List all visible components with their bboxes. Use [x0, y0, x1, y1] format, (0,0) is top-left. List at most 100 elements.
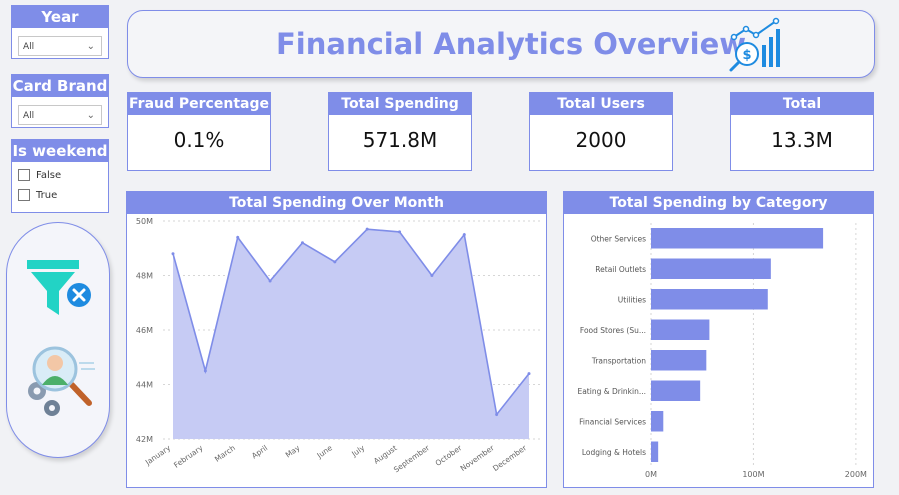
checkbox[interactable] — [18, 189, 30, 201]
x-tick-label: May — [284, 443, 302, 460]
data-point — [333, 260, 337, 264]
category-label: Transportation — [591, 356, 646, 365]
series-line — [172, 228, 530, 417]
weekend-option-label: True — [36, 189, 58, 201]
category-label: Lodging & Hotels — [582, 448, 646, 457]
action-buttons-panel — [6, 222, 110, 458]
user-head — [47, 355, 63, 371]
kpi-card-total-spending: Total Spending 571.8M — [328, 92, 472, 171]
weekend-option-false[interactable]: False — [18, 165, 108, 185]
kpi-card-fraud-percentage: Fraud Percentage 0.1% — [127, 92, 271, 171]
x-tick-label: 0M — [645, 470, 657, 479]
year-slicer: Year All ⌄ — [11, 5, 109, 59]
y-tick-label: 44M — [136, 381, 153, 390]
bar — [651, 350, 707, 371]
kpi-label: Total Users — [530, 93, 672, 115]
checkbox[interactable] — [18, 169, 30, 181]
card-brand-slicer: Card Brand All ⌄ — [11, 74, 109, 128]
category-label: Utilities — [618, 295, 646, 304]
user-search-settings-icon[interactable] — [19, 345, 99, 419]
data-point — [203, 369, 207, 373]
clear-filter-icon[interactable] — [25, 257, 97, 317]
x-tick-label: August — [372, 443, 399, 465]
data-point — [430, 274, 434, 277]
user-body — [42, 376, 68, 385]
weekend-option-true[interactable]: True — [18, 185, 108, 205]
x-tick-label: 200M — [845, 470, 867, 479]
bar — [651, 380, 701, 401]
category-label: Food Stores (Su... — [580, 326, 646, 335]
x-tick-label: 100M — [742, 470, 764, 479]
kpi-card-total-users: Total Users 2000 — [529, 92, 673, 171]
bar-chart-svg: 0M 100M 200M Other Services Retail Outlets Ut… — [577, 223, 867, 479]
x-tick-label: March — [213, 443, 237, 464]
funnel-top — [27, 260, 79, 269]
y-tick-label: 46M — [136, 326, 153, 335]
x-tick-label: September — [392, 443, 432, 475]
funnel-body — [31, 272, 75, 315]
chart-title: Total Spending Over Month — [127, 192, 546, 214]
kpi-label: Total Transactions — [731, 93, 873, 134]
x-tick-label: June — [315, 443, 335, 461]
bar — [651, 258, 771, 279]
card-brand-dropdown-value: All — [23, 111, 35, 121]
trend-dot — [730, 33, 738, 41]
x-tick-label: December — [491, 443, 529, 473]
category-label: Eating & Drinkin... — [577, 387, 646, 396]
bar — [651, 228, 824, 249]
is-weekend-slicer: Is weekend False True — [11, 139, 109, 213]
card-brand-dropdown[interactable]: All ⌄ — [18, 105, 102, 125]
area-fill — [173, 229, 529, 439]
category-label: Financial Services — [579, 417, 646, 426]
data-point — [495, 412, 499, 416]
bar — [651, 441, 659, 462]
chevron-down-icon: ⌄ — [86, 110, 95, 121]
bar — [651, 319, 710, 340]
year-dropdown[interactable]: All ⌄ — [18, 36, 102, 56]
area-chart-svg: 42M 44M 46M 48M 50M January February March April… — [136, 217, 543, 475]
trend-dot — [772, 17, 780, 25]
bar — [651, 289, 768, 310]
data-point — [171, 252, 175, 256]
data-point — [365, 227, 369, 231]
page-title: Financial Analytics Overview — [276, 27, 747, 61]
gear-hole — [33, 387, 41, 395]
kpi-value: 571.8M — [362, 128, 438, 152]
year-slicer-label: Year — [12, 6, 108, 28]
dollar-glyph: $ — [742, 48, 751, 63]
magnifier-handle — [69, 382, 92, 406]
x-tick-label: January — [143, 443, 173, 468]
kpi-value: 13.3M — [771, 128, 833, 152]
kpi-label: Fraud Percentage — [128, 93, 270, 115]
y-tick-label: 50M — [136, 217, 153, 226]
card-brand-slicer-label: Card Brand — [12, 75, 108, 97]
category-label: Retail Outlets — [595, 265, 646, 274]
chevron-down-icon: ⌄ — [86, 41, 95, 52]
spending-by-category-chart: Total Spending by Category 0M 100M 200M Oth… — [563, 191, 874, 488]
spending-over-month-chart: Total Spending Over Month 42M 44M 46M 48M 50… — [126, 191, 547, 488]
x-tick-label: April — [250, 443, 269, 460]
data-point — [398, 230, 402, 234]
y-tick-label: 42M — [136, 435, 153, 444]
magnifier-handle — [729, 60, 741, 72]
is-weekend-slicer-label: Is weekend — [12, 140, 108, 162]
magnifier-lens — [735, 42, 759, 66]
bar — [651, 411, 664, 432]
title-banner: Financial Analytics Overview $ — [127, 10, 875, 78]
gear-hole — [49, 405, 55, 411]
kpi-card-total-transactions: Total Transactions 13.3M — [730, 92, 874, 171]
x-mark — [72, 288, 86, 302]
x-tick-label: July — [349, 443, 366, 459]
x-tick-label: February — [172, 443, 205, 470]
weekend-option-label: False — [36, 169, 62, 181]
kpi-value: 0.1% — [173, 128, 225, 152]
trend-dot — [752, 31, 760, 39]
data-point — [268, 279, 272, 283]
y-tick-label: 48M — [136, 272, 153, 281]
growth-bar — [776, 29, 780, 67]
kpi-label: Total Spending — [329, 93, 471, 115]
chart-title: Total Spending by Category — [564, 192, 873, 214]
trend-dot — [742, 25, 750, 33]
trend-line — [733, 20, 777, 38]
data-point — [300, 241, 304, 245]
